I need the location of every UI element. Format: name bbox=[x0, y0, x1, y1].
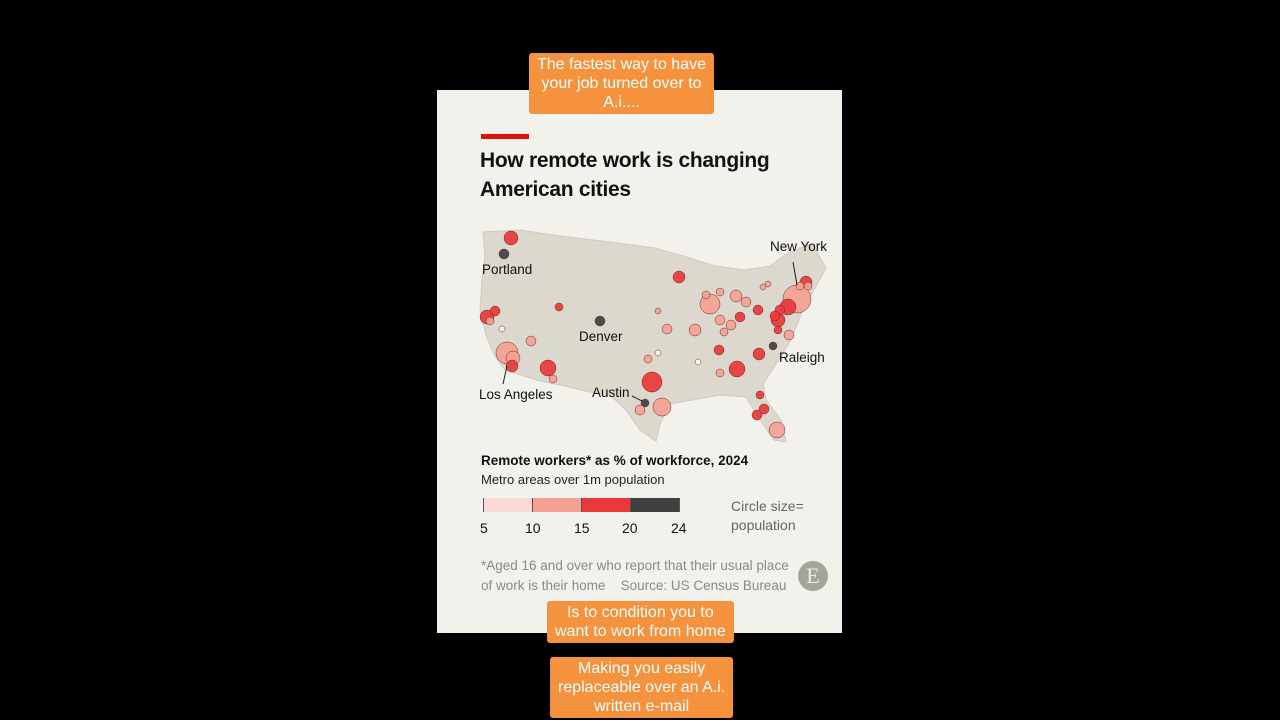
size-note-line: Circle size= bbox=[731, 498, 804, 514]
city-label-portland: Portland bbox=[482, 262, 533, 277]
metro-circle bbox=[661, 323, 673, 335]
accent-bar bbox=[481, 134, 529, 139]
scale-bin-1 bbox=[484, 498, 533, 512]
metro-circle bbox=[554, 302, 564, 312]
scale-bin-3 bbox=[582, 498, 631, 512]
metro-circle bbox=[751, 409, 763, 421]
metro-circle bbox=[715, 287, 725, 297]
metro-circle bbox=[485, 316, 495, 326]
metro-circle bbox=[752, 347, 766, 361]
metro-circle bbox=[769, 310, 781, 322]
scale-tick: 20 bbox=[622, 520, 638, 536]
metro-circle bbox=[764, 280, 772, 288]
label-leader-line bbox=[502, 365, 508, 385]
metro-circle bbox=[539, 359, 557, 377]
metro-circle bbox=[594, 315, 606, 327]
caption-middle: Is to condition you to want to work from… bbox=[547, 601, 734, 643]
metro-circle bbox=[505, 359, 519, 373]
metro-circle bbox=[498, 248, 510, 260]
scale-bin-2 bbox=[533, 498, 582, 512]
caption-line: your job turned over to bbox=[541, 75, 702, 92]
source-text: Source: US Census Bureau bbox=[620, 578, 787, 593]
metro-circle bbox=[759, 283, 767, 291]
metro-circle bbox=[694, 358, 702, 366]
metro-circle bbox=[714, 314, 726, 326]
metro-circle bbox=[773, 325, 783, 335]
caption-line: written e-mail bbox=[594, 698, 690, 715]
metro-circle bbox=[719, 327, 729, 337]
metro-circle bbox=[643, 354, 653, 364]
us-land bbox=[479, 229, 827, 443]
metro-circle bbox=[758, 403, 770, 415]
legend-subtitle: Metro areas over 1m population bbox=[481, 472, 665, 487]
footnote-text: *Aged 16 and over who report that their … bbox=[481, 558, 789, 593]
metro-circle bbox=[688, 323, 702, 337]
metro-circle bbox=[755, 390, 765, 400]
caption-line: Is to condition you to bbox=[566, 604, 714, 621]
metro-circle bbox=[713, 344, 725, 356]
caption-line: want to work from home bbox=[555, 623, 726, 640]
caption-line: A.i.... bbox=[603, 94, 640, 111]
metro-circle bbox=[795, 281, 805, 291]
legend-title: Remote workers* as % of workforce, 2024 bbox=[481, 453, 749, 468]
city-label-new-york: New York bbox=[770, 239, 828, 254]
metro-circle bbox=[503, 230, 519, 246]
metro-circle bbox=[641, 371, 663, 393]
infographic-card: How remote work is changing American cit… bbox=[437, 90, 842, 633]
metro-circle bbox=[752, 304, 764, 316]
circle-size-note: Circle size= population bbox=[731, 497, 804, 535]
chart-title: How remote work is changing American cit… bbox=[480, 149, 770, 201]
economist-logo: E bbox=[798, 561, 828, 591]
metro-circle bbox=[768, 341, 778, 351]
metro-circle bbox=[803, 281, 813, 291]
caption-line: The fastest way to have bbox=[537, 56, 706, 73]
metro-circle bbox=[783, 329, 795, 341]
metro-circle bbox=[640, 398, 650, 408]
metro-circle bbox=[498, 325, 506, 333]
size-note-line: population bbox=[731, 517, 796, 533]
metro-circle bbox=[634, 404, 646, 416]
metro-circle bbox=[728, 360, 746, 378]
caption-top: The fastest way to have your job turned … bbox=[529, 53, 714, 114]
label-leader-line bbox=[792, 261, 798, 286]
caption-bottom: Making you easily replaceable over an A.… bbox=[550, 657, 734, 718]
caption-line: replaceable over an A.i. bbox=[558, 679, 726, 696]
metro-circle bbox=[715, 368, 725, 378]
metro-circle bbox=[701, 290, 711, 300]
metro-circle bbox=[725, 319, 737, 331]
label-leader-line bbox=[631, 395, 643, 402]
metro-circle bbox=[734, 311, 746, 323]
scale-tick: 10 bbox=[525, 520, 541, 536]
scale-tick: 15 bbox=[574, 520, 590, 536]
metro-circle bbox=[654, 349, 662, 357]
metro-circle bbox=[652, 397, 672, 417]
footnote: *Aged 16 and over who report that their … bbox=[481, 556, 791, 596]
metro-circle bbox=[489, 305, 501, 317]
metro-circle bbox=[525, 335, 537, 347]
metro-circle bbox=[740, 296, 752, 308]
metro-circle bbox=[548, 374, 558, 384]
city-label-austin: Austin bbox=[592, 385, 630, 400]
metro-circle bbox=[672, 270, 686, 284]
scale-bin-4 bbox=[631, 498, 680, 512]
us-map bbox=[479, 229, 827, 443]
caption-line: Making you easily bbox=[578, 660, 706, 677]
color-scale bbox=[483, 498, 680, 512]
metro-circle bbox=[768, 421, 786, 439]
metro-circle bbox=[729, 289, 743, 303]
scale-tick: 24 bbox=[671, 520, 687, 536]
city-label-denver: Denver bbox=[579, 329, 623, 344]
scale-tick: 5 bbox=[480, 520, 488, 536]
metro-circle bbox=[654, 307, 662, 315]
city-label-los-angeles: Los Angeles bbox=[479, 387, 553, 402]
city-label-raleigh: Raleigh bbox=[779, 350, 825, 365]
